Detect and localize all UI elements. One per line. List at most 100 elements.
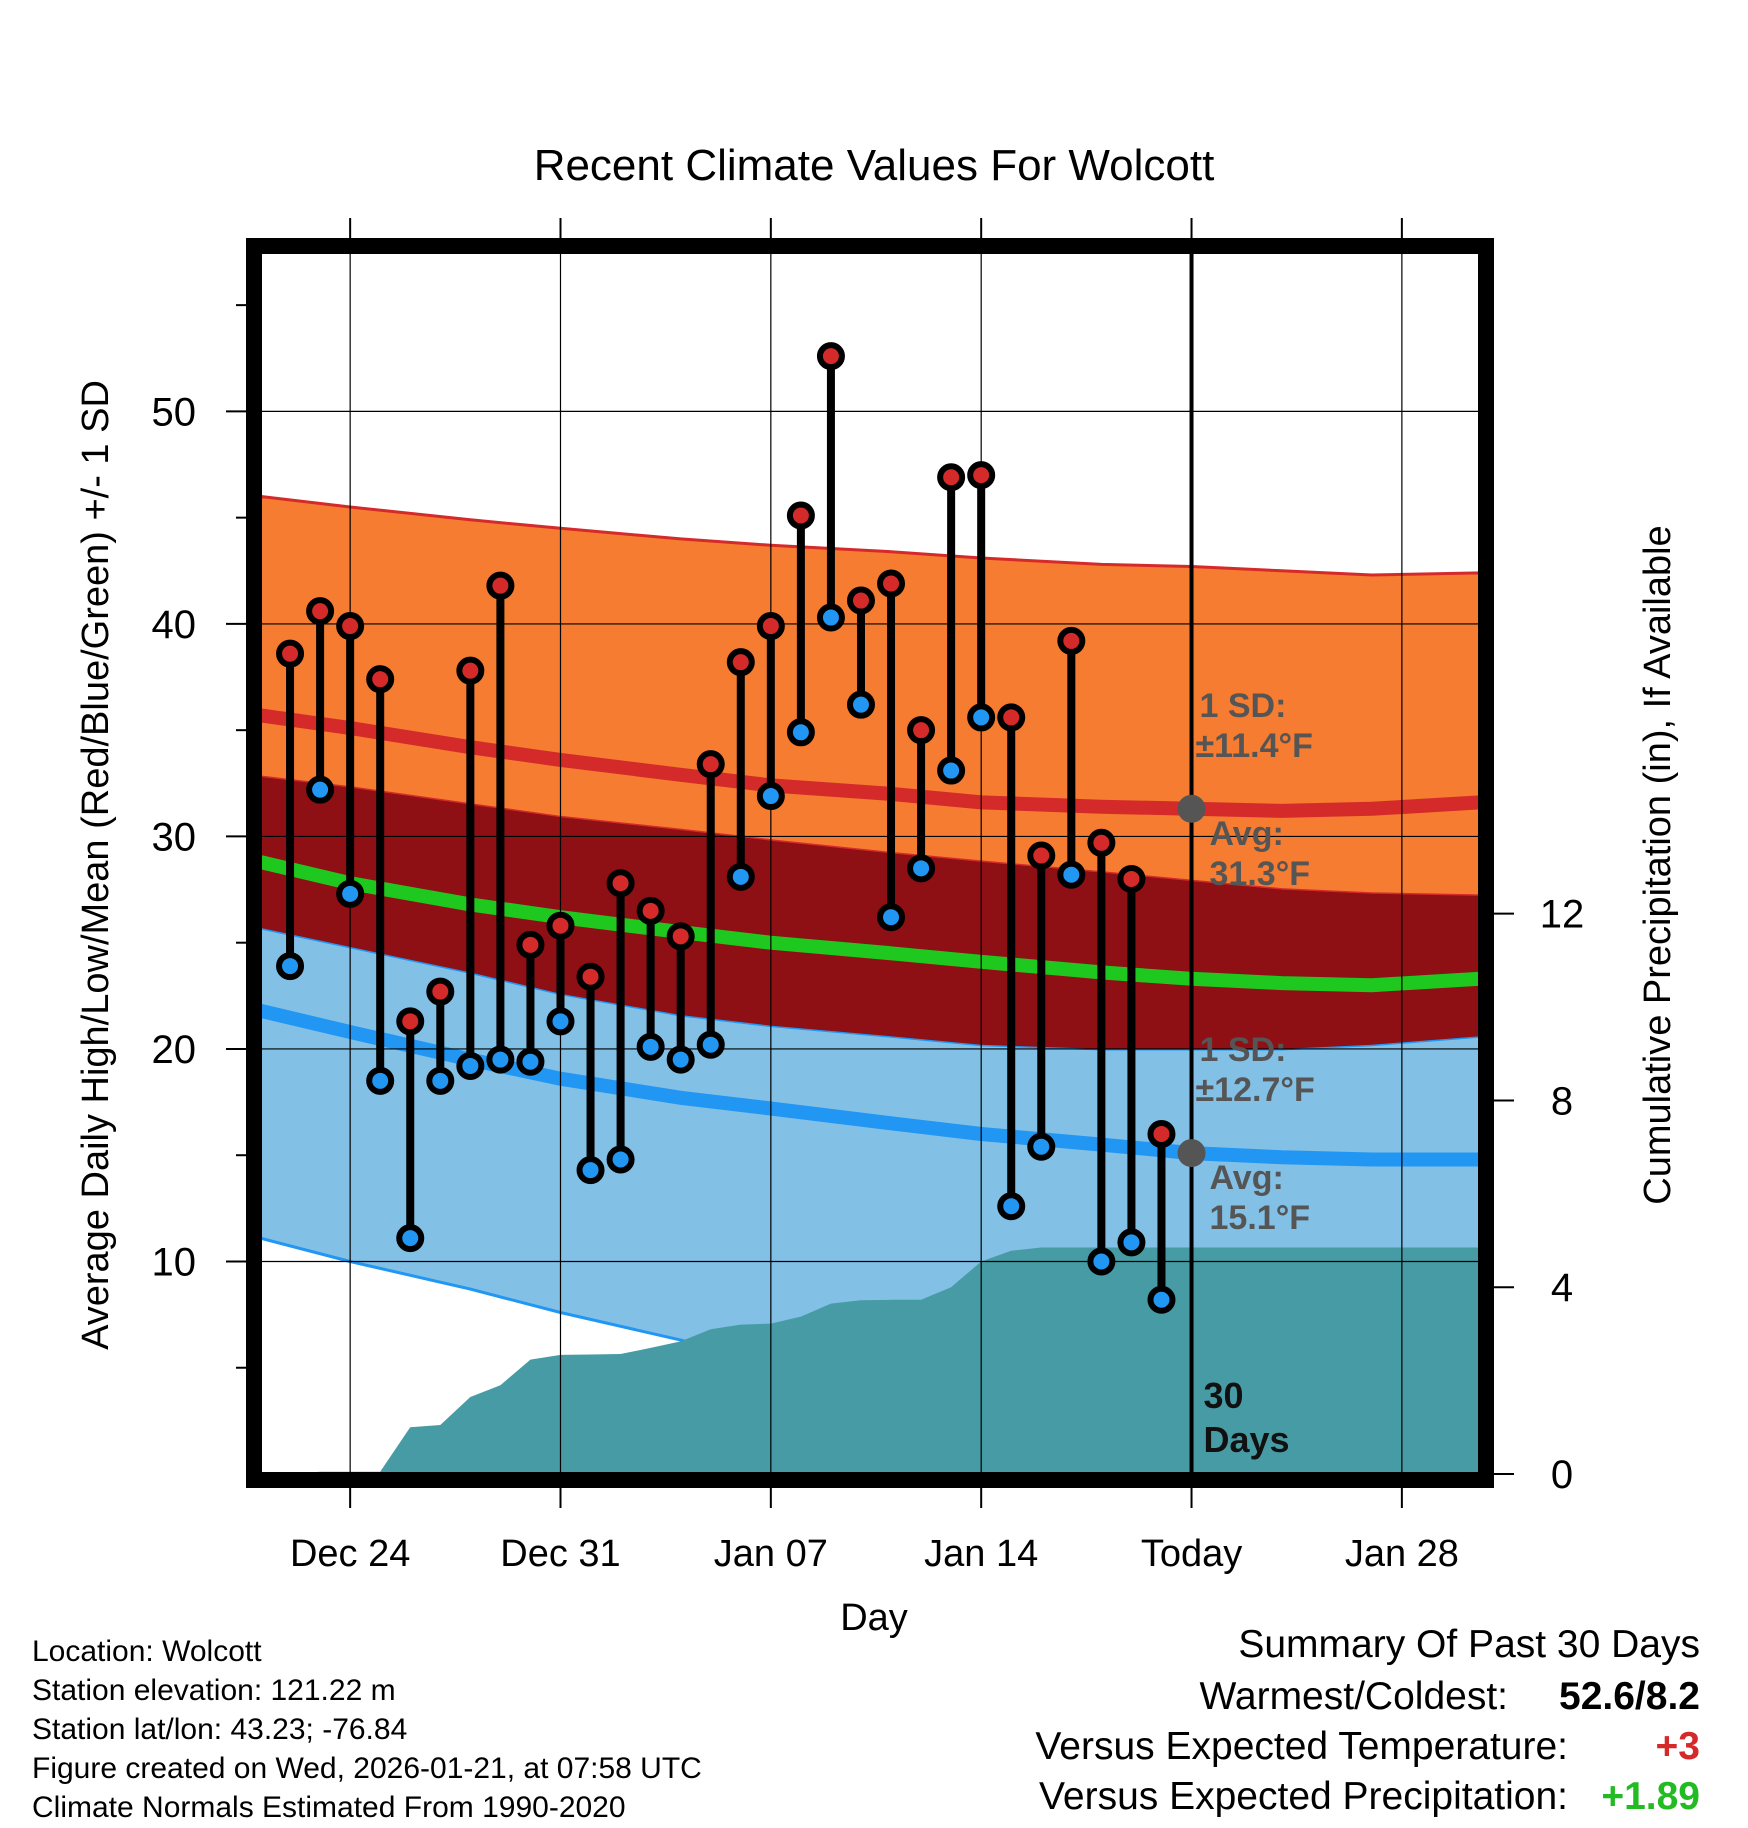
low-point: [366, 1066, 395, 1095]
footer-latlon: Station lat/lon: 43.23; -76.84: [32, 1713, 408, 1746]
low-point: [1147, 1285, 1176, 1314]
high-point: [456, 656, 485, 685]
low-point: [907, 854, 936, 883]
low-point: [546, 1007, 575, 1036]
precip-area: [260, 1247, 1480, 1474]
high-point: [486, 571, 515, 600]
high-point: [426, 977, 455, 1006]
high-avg-title: Avg:: [1210, 815, 1284, 853]
high-point: [636, 896, 665, 925]
high-avg-marker: [1177, 794, 1206, 823]
low-point: [1057, 860, 1086, 889]
high-point: [546, 911, 575, 940]
footer-elevation: Station elevation: 121.22 m: [32, 1674, 396, 1707]
low-point: [606, 1145, 635, 1174]
high-point: [786, 501, 815, 530]
low-point: [636, 1032, 665, 1061]
y2-axis-label: Cumulative Precipitation (in), If Availa…: [1637, 525, 1679, 1204]
low-point: [666, 1045, 695, 1074]
low-point: [786, 718, 815, 747]
summary-precip-label: Versus Expected Precipitation:: [1039, 1775, 1568, 1818]
x-tick-label: Jan 28: [1345, 1533, 1459, 1575]
today-label-unit: Days: [1204, 1419, 1290, 1460]
y-tick-label: 20: [152, 1028, 197, 1072]
high-sd-title: 1 SD:: [1200, 687, 1287, 725]
high-point: [877, 569, 906, 598]
low-avg-value: 15.1°F: [1210, 1199, 1311, 1237]
low-point: [1087, 1247, 1116, 1276]
x-tick-label: Jan 07: [714, 1533, 828, 1575]
high-point: [666, 922, 695, 951]
high-avg-value: 31.3°F: [1210, 855, 1311, 893]
footer-created: Figure created on Wed, 2026-01-21, at 07…: [32, 1752, 702, 1785]
low-point: [726, 862, 755, 891]
low-point: [846, 690, 875, 719]
low-point: [997, 1192, 1026, 1221]
y-axis-label: Average Daily High/Low/Mean (Red/Blue/Gr…: [75, 380, 117, 1350]
x-tick-label: Dec 24: [290, 1533, 410, 1575]
x-tick-label: Dec 31: [500, 1533, 620, 1575]
footer-normals: Climate Normals Estimated From 1990-2020: [32, 1791, 626, 1824]
low-point: [276, 952, 305, 981]
low-point: [756, 782, 785, 811]
observations: [276, 342, 1176, 1314]
y-tick-label: 10: [152, 1240, 197, 1284]
low-avg-title: Avg:: [1210, 1159, 1284, 1197]
x-axis-label: Day: [840, 1597, 908, 1639]
precipitation-area: [260, 1247, 1480, 1474]
y2-tick-label: 4: [1551, 1266, 1573, 1310]
low-sd-value: ±12.7°F: [1196, 1071, 1315, 1109]
low-point: [937, 756, 966, 785]
high-point: [1147, 1119, 1176, 1148]
high-point: [967, 461, 996, 490]
summary-temp-value: +3: [1655, 1725, 1700, 1768]
high-point: [846, 586, 875, 615]
low-point: [877, 903, 906, 932]
low-point: [306, 775, 335, 804]
low-sd-title: 1 SD:: [1200, 1031, 1287, 1069]
footer-location: Location: Wolcott: [32, 1635, 262, 1668]
high-point: [1087, 828, 1116, 857]
high-point: [907, 716, 936, 745]
low-point: [967, 703, 996, 732]
low-point: [576, 1156, 605, 1185]
low-point: [336, 879, 365, 908]
x-tick-label: Jan 14: [924, 1533, 1038, 1575]
high-point: [516, 930, 545, 959]
high-point: [606, 869, 635, 898]
low-point: [1027, 1132, 1056, 1161]
summary-precip-value: +1.89: [1601, 1775, 1700, 1818]
low-point: [816, 603, 845, 632]
high-point: [276, 639, 305, 668]
high-point: [336, 612, 365, 641]
high-sd-value: ±11.4°F: [1196, 727, 1313, 765]
low-point: [516, 1047, 545, 1076]
y2-tick-label: 0: [1551, 1453, 1573, 1497]
y-tick-label: 50: [152, 390, 197, 434]
high-point: [756, 612, 785, 641]
chart-title: Recent Climate Values For Wolcott: [534, 141, 1215, 190]
today-label-count: 30: [1204, 1375, 1244, 1416]
high-point: [1027, 841, 1056, 870]
axes: 10 20 30 40 50 0 4 8 12 Dec 24 Dec 31 Jan 07 Jan 14 T…: [152, 218, 1585, 1575]
summary-warmest-label: Warmest/Coldest:: [1199, 1675, 1508, 1718]
high-point: [726, 648, 755, 677]
high-point: [306, 597, 335, 626]
high-point: [696, 750, 725, 779]
y2-tick-label: 12: [1540, 893, 1585, 937]
low-avg-marker: [1177, 1139, 1206, 1168]
low-point: [426, 1066, 455, 1095]
high-point: [997, 703, 1026, 732]
low-point: [1117, 1228, 1146, 1257]
summary-title: Summary Of Past 30 Days: [1238, 1623, 1700, 1666]
y2-tick-label: 8: [1551, 1079, 1573, 1123]
high-point: [816, 342, 845, 371]
summary-temp-label: Versus Expected Temperature:: [1035, 1725, 1568, 1768]
high-point: [1117, 864, 1146, 893]
low-point: [456, 1051, 485, 1080]
high-point: [937, 463, 966, 492]
high-point: [576, 962, 605, 991]
